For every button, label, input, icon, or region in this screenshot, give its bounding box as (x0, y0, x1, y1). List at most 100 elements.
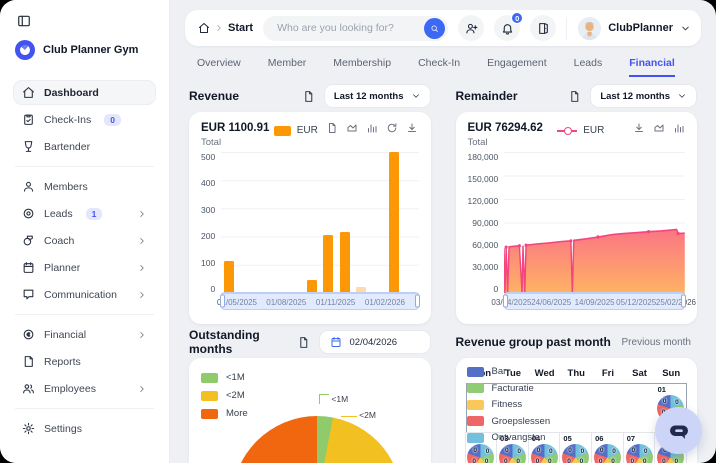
sidebar-item-bartender[interactable]: Bartender (13, 134, 156, 159)
y-tick: 180,000 (468, 152, 499, 162)
notifications-button[interactable]: 0 (494, 15, 520, 41)
sidebar-divider (15, 166, 154, 167)
brand-logo-icon (15, 40, 35, 60)
revenue-report-button[interactable] (302, 90, 315, 103)
revenue-tool-document-icon[interactable] (326, 122, 338, 134)
legend-label: <2M (226, 390, 245, 401)
revenue-tool-bar-chart-icon[interactable] (366, 122, 378, 134)
tab-financial[interactable]: Financial (629, 57, 675, 77)
content-grid: Revenue Last 12 months EUR 1100.91 Total (185, 77, 701, 463)
sidebar-item-dashboard[interactable]: Dashboard (13, 80, 156, 105)
sidebar-item-coach[interactable]: Coach (13, 228, 156, 253)
legend-item-2m[interactable]: <2M (201, 390, 419, 401)
pie-value: 0 (632, 447, 636, 454)
calendar-day-empty (623, 384, 654, 432)
outstanding-legend: <1M <2M More (201, 368, 419, 419)
day-number: 07 (627, 434, 635, 443)
chat-launcher-button[interactable] (655, 407, 702, 454)
tab-leads[interactable]: Leads (574, 57, 603, 77)
sidebar-item-label: Planner (44, 262, 80, 274)
search-input[interactable] (275, 21, 424, 35)
y-tick: 60,000 (472, 240, 498, 250)
sidebar-collapse-button[interactable] (17, 14, 31, 28)
sidebar-item-financial[interactable]: Financial (13, 322, 156, 347)
legend-swatch (201, 409, 218, 419)
sidebar-item-label: Reports (44, 356, 81, 368)
pie-value: 0 (663, 398, 667, 405)
sidebar-item-members[interactable]: Members (13, 174, 156, 199)
sidebar-item-employees[interactable]: Employees (13, 376, 156, 401)
remainder-legend[interactable]: EUR (557, 125, 604, 136)
tab-membership[interactable]: Membership (333, 57, 391, 77)
coach-icon (22, 234, 35, 247)
legend-label: More (226, 408, 248, 419)
revenue-tool-download-icon[interactable] (406, 122, 418, 134)
revenue-range-select[interactable]: Last 12 months (324, 84, 431, 108)
add-member-button[interactable] (458, 15, 484, 41)
home-icon[interactable] (198, 22, 210, 34)
tab-overview[interactable]: Overview (197, 57, 241, 77)
sidebar-item-leads[interactable]: Leads1 (13, 201, 156, 226)
pie-value: 0 (644, 448, 648, 455)
zoom-handle-right[interactable] (681, 295, 686, 308)
calendar-day-05[interactable]: 050000 (559, 432, 592, 463)
remainder-tool-area-chart-icon[interactable] (653, 122, 665, 134)
notification-badge: 0 (511, 12, 523, 24)
remainder-report-button[interactable] (568, 90, 581, 103)
sidebar-item-settings[interactable]: Settings (13, 416, 156, 441)
sidebar-item-check-ins[interactable]: Check-Ins0 (13, 107, 156, 132)
legend-swatch (467, 383, 484, 393)
tab-engagement[interactable]: Engagement (487, 57, 547, 77)
tab-check-in[interactable]: Check-In (418, 57, 460, 77)
legend-item-fitness[interactable]: Fitness (467, 399, 551, 410)
revenue-legend[interactable]: EUR (274, 125, 318, 136)
remainder-tool-bar-chart-icon[interactable] (673, 122, 685, 134)
y-tick: 0 (494, 284, 499, 294)
document-icon (297, 336, 310, 349)
revenue-tool-area-chart-icon[interactable] (346, 122, 358, 134)
outstanding-report-button[interactable] (297, 336, 310, 349)
legend-item-facturatie[interactable]: Facturatie (467, 383, 551, 394)
members-icon (22, 180, 35, 193)
sidebar-item-communication[interactable]: Communication (13, 282, 156, 307)
sidebar-item-label: Communication (44, 289, 117, 301)
remainder-area-plot (504, 152, 685, 294)
remainder-range-select[interactable]: Last 12 months (590, 84, 697, 108)
sidebar-item-reports[interactable]: Reports (13, 349, 156, 374)
legend-item-groepslessen[interactable]: Groepslessen (467, 416, 551, 427)
tab-member[interactable]: Member (268, 57, 307, 77)
calendar-day-empty (561, 384, 592, 432)
pie-value: 0 (611, 458, 615, 463)
bar-chart-icon (673, 122, 685, 134)
sidebar-item-label: Dashboard (44, 87, 99, 99)
sidebar-item-planner[interactable]: Planner (13, 255, 156, 280)
panel-icon (17, 14, 31, 28)
breadcrumb[interactable]: Start (198, 22, 253, 34)
legend-swatch-eur (274, 126, 291, 136)
legend-item-1m[interactable]: <1M (201, 372, 419, 383)
checkin-door-button[interactable] (530, 15, 556, 41)
previous-month-link[interactable]: Previous month (616, 336, 697, 349)
calendar-day-07[interactable]: 070000 (623, 432, 656, 463)
remainder-zoom-slider[interactable] (504, 292, 685, 310)
pie-callout-lt2m: <2M (341, 410, 376, 420)
revenue-tool-refresh-icon[interactable] (386, 122, 398, 134)
brand[interactable]: Club Planner Gym (15, 40, 154, 60)
legend-swatch (467, 367, 484, 377)
zoom-handle-right[interactable] (415, 295, 420, 308)
outstanding-title: Outstanding months (189, 328, 297, 356)
zoom-handle-left[interactable] (503, 295, 508, 308)
user-menu[interactable]: ClubPlanner (566, 17, 691, 40)
search-button[interactable] (424, 18, 445, 39)
remainder-tool-download-icon[interactable] (633, 122, 645, 134)
outstanding-date-picker[interactable]: 02/04/2026 (319, 330, 431, 354)
calendar-day-06[interactable]: 060000 (591, 432, 624, 463)
revenue-zoom-slider[interactable] (221, 292, 418, 310)
y-tick: 300 (201, 205, 215, 215)
chevron-right-icon (137, 263, 147, 273)
pie-value: 0 (580, 458, 584, 463)
legend-item-bar[interactable]: Bar (467, 366, 551, 377)
legend-item-ontvangsten[interactable]: Ontvangsten (467, 432, 551, 443)
revenue-group-title: Revenue group past month (456, 335, 611, 349)
zoom-handle-left[interactable] (220, 295, 225, 308)
